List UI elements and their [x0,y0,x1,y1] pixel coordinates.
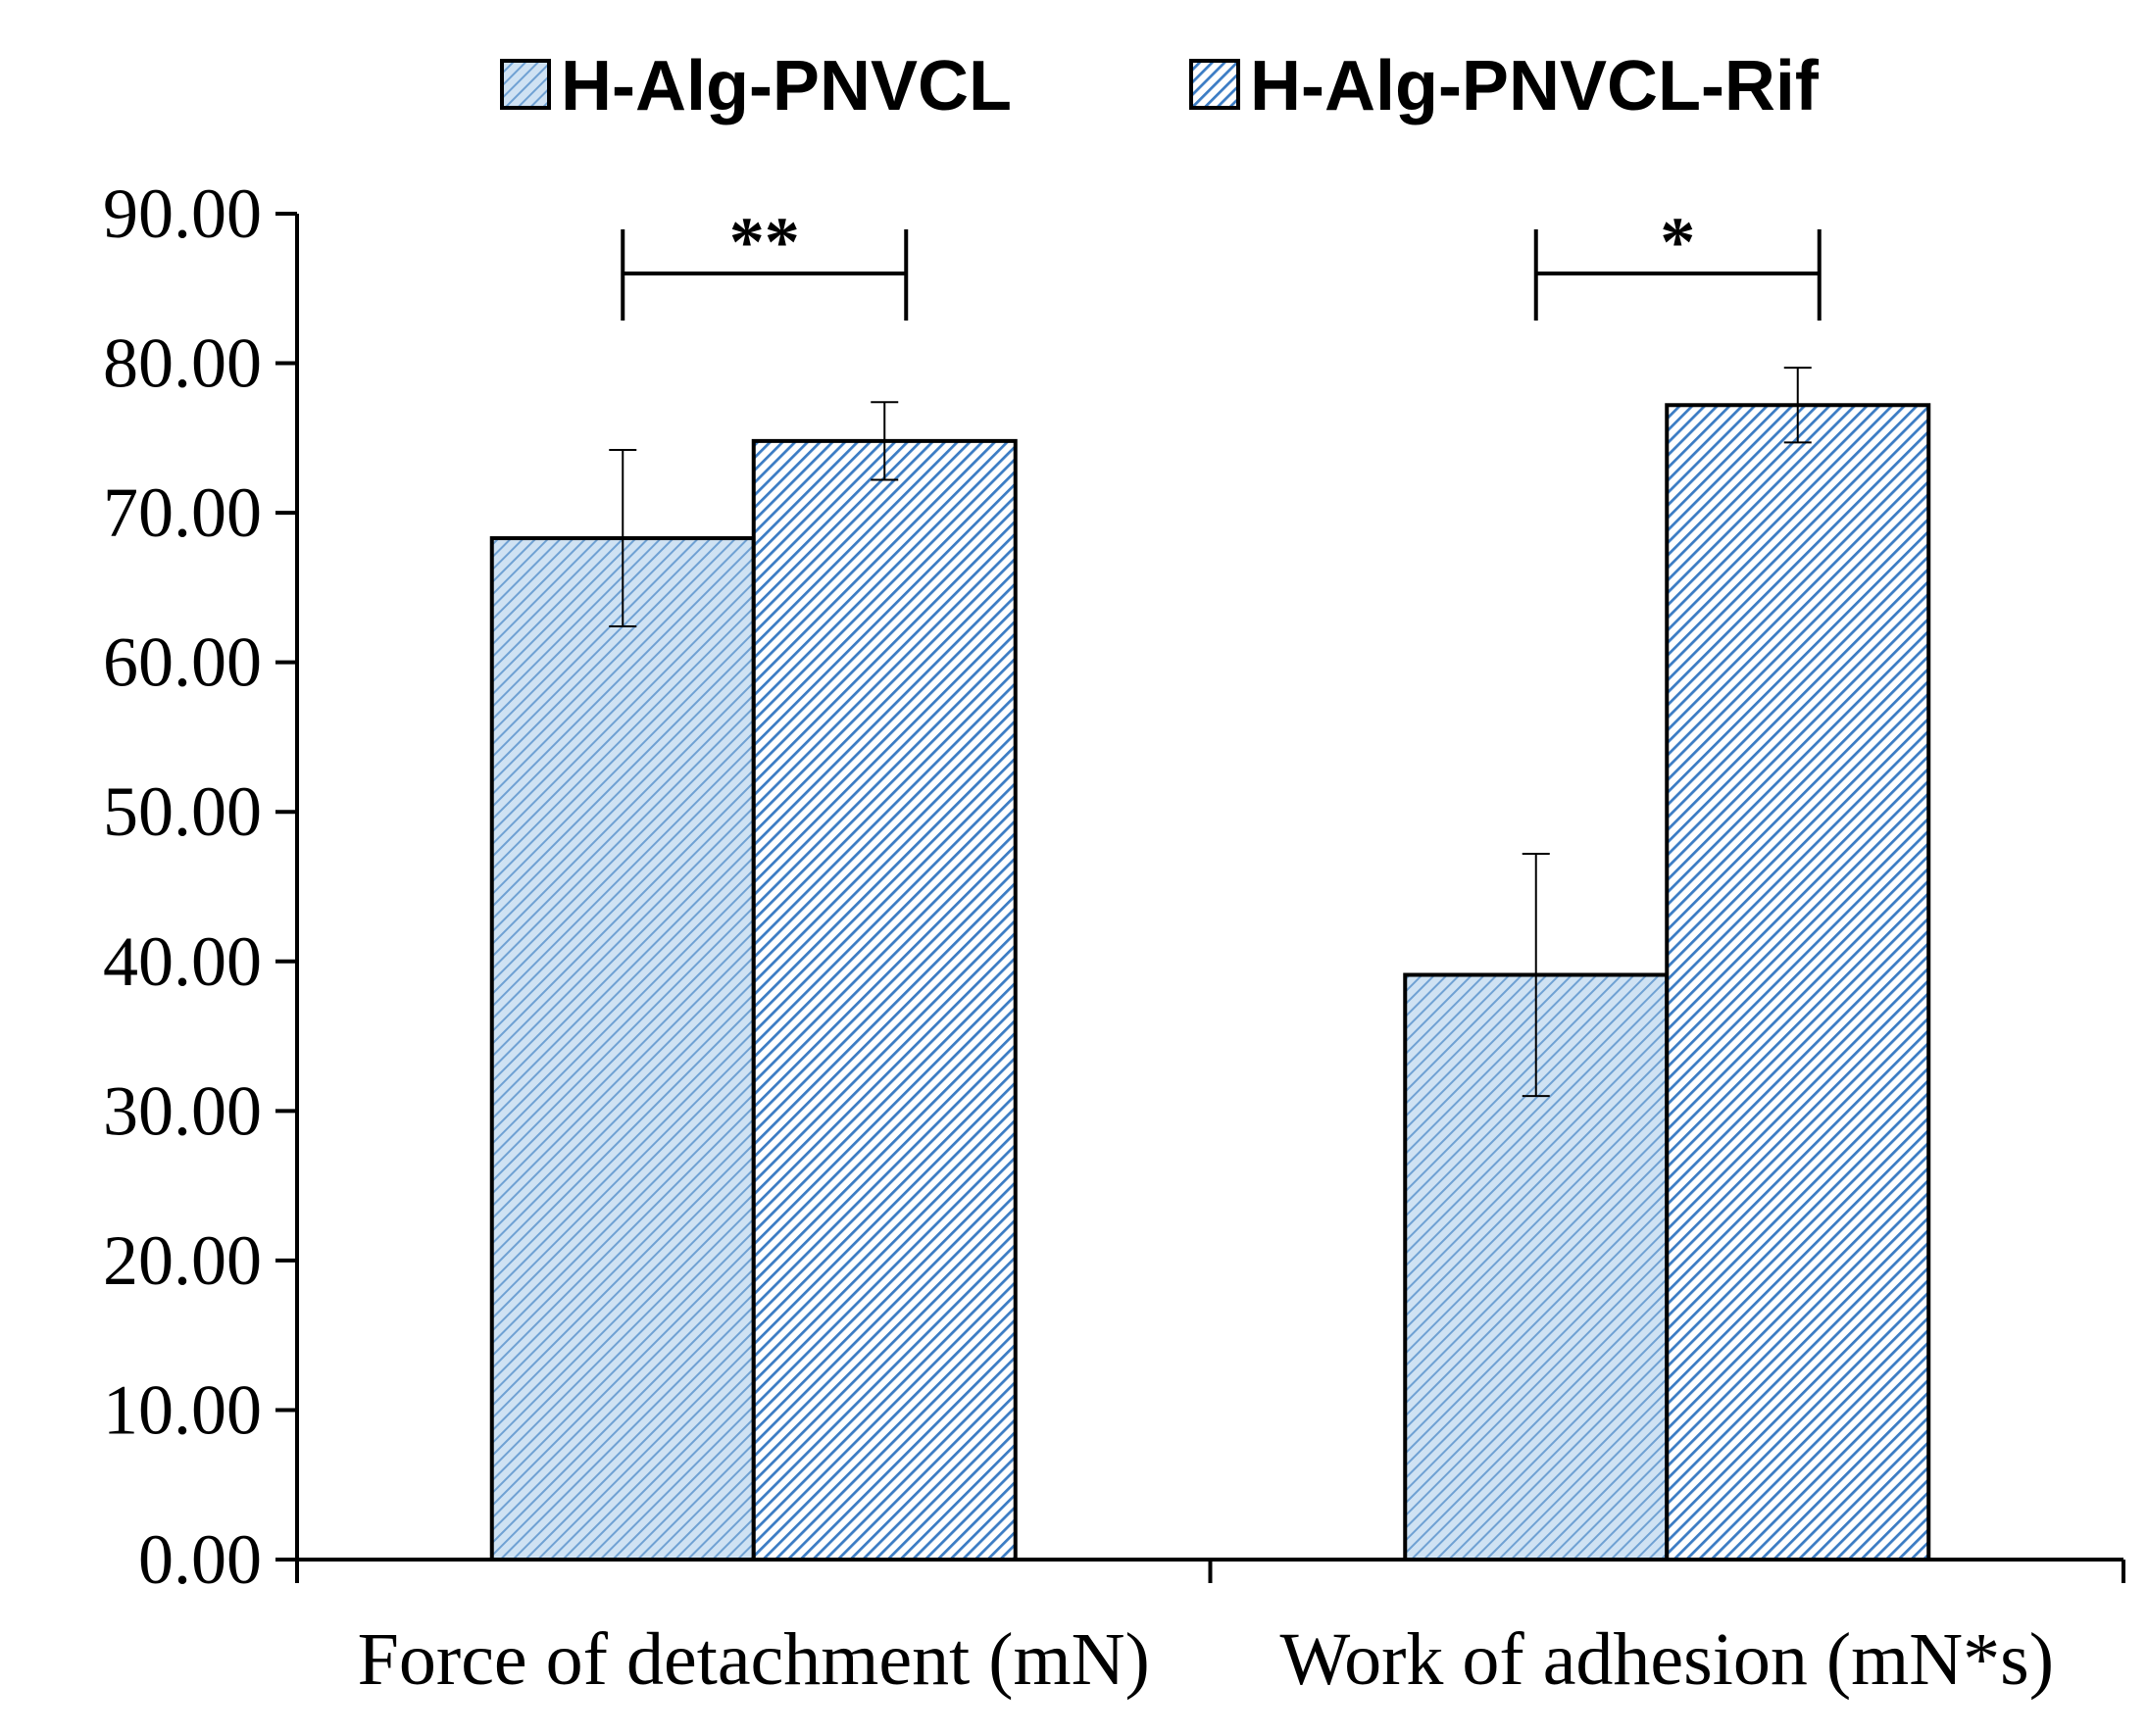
y-axis-ticks: 0.00 10.00 20.00 30.00 40.00 50.00 60.00 70.00 8… [103,174,297,1599]
y-tick-label: 60.00 [103,623,262,702]
error-bars [609,367,1812,1098]
y-tick-label: 90.00 [103,174,262,253]
bar-h-alg-pnvcl-rif-1 [751,438,1018,1562]
legend-label-2: H-Alg-PNVCL-Rif [1250,47,1820,125]
x-axis-labels: Force of detachment (mN) Work of adhesion… [358,1618,2054,1701]
x-category-label: Work of adhesion (mN*s) [1279,1618,2054,1701]
legend-label-1: H-Alg-PNVCL [561,47,1012,125]
x-category-label: Force of detachment (mN) [358,1618,1150,1701]
bar-h-alg-pnvcl-1 [489,536,756,1562]
y-tick-label: 0.00 [138,1520,262,1599]
bars [489,403,1931,1562]
y-tick-label: 70.00 [103,473,262,552]
axes [295,214,2125,1583]
y-tick-label: 50.00 [103,772,262,851]
y-tick-label: 80.00 [103,324,262,403]
y-tick-label: 20.00 [103,1221,262,1300]
significance-label: ** [729,203,800,281]
significance-brackets: ** * [621,203,1822,322]
bar-h-alg-pnvcl-rif-2 [1665,403,1931,1562]
significance-label: * [1660,203,1695,281]
legend: H-Alg-PNVCL H-Alg-PNVCL-Rif [500,47,1820,125]
y-tick-label: 40.00 [103,922,262,1001]
legend-swatch-1 [500,59,551,110]
legend-swatch-2 [1189,59,1240,110]
y-tick-label: 10.00 [103,1370,262,1449]
y-tick-label: 30.00 [103,1071,262,1150]
